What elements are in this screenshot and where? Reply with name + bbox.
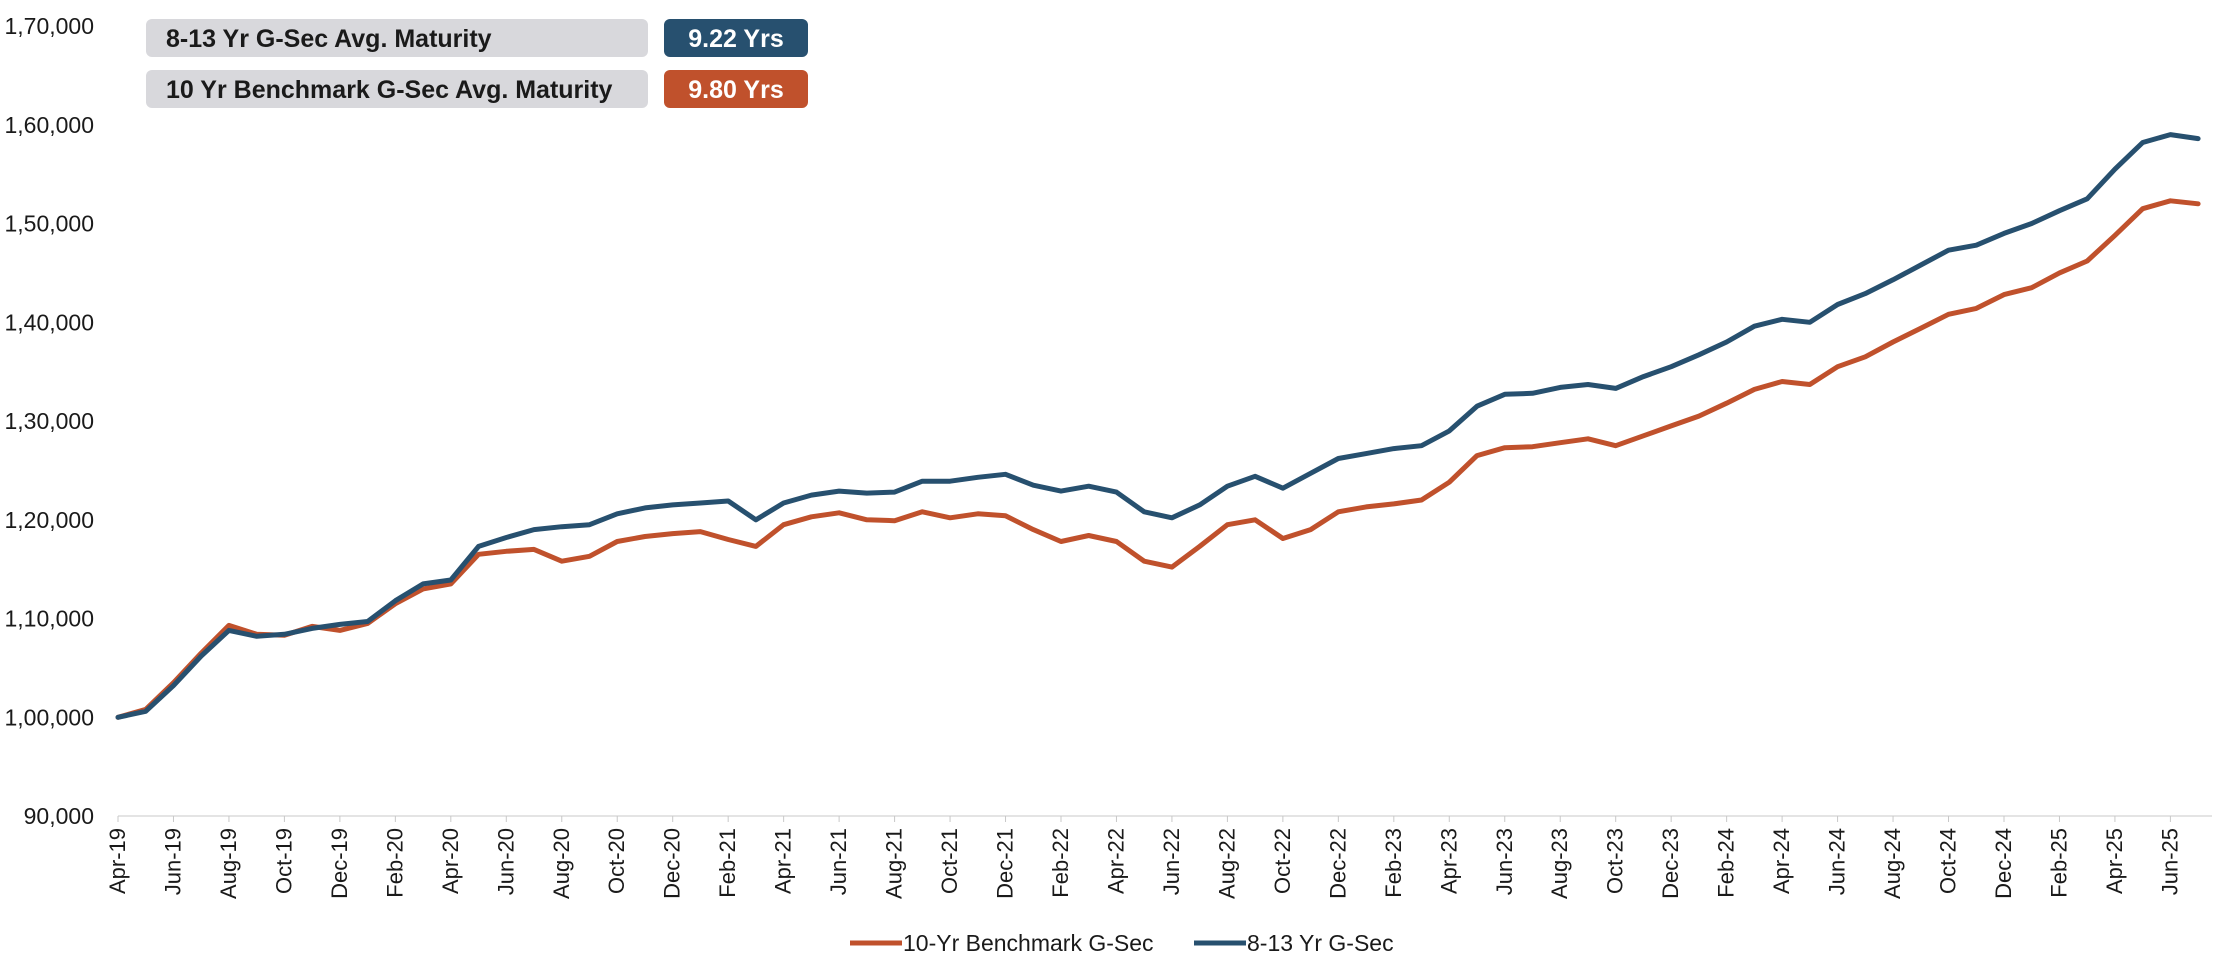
info-box-2-value-bg [664, 70, 808, 108]
x-tick-label: Apr-20 [438, 828, 463, 894]
series-lines [115, 132, 2201, 720]
x-tick-label: Oct-24 [1936, 828, 1961, 894]
legend-label-benchmark: 10-Yr Benchmark G-Sec [903, 930, 1154, 956]
x-tick-label: Feb-22 [1048, 828, 1073, 898]
y-tick-label: 1,10,000 [4, 606, 94, 632]
x-tick-label: Feb-24 [1714, 828, 1739, 898]
x-tick-label: Apr-19 [105, 828, 130, 894]
y-tick-label: 1,20,000 [4, 507, 94, 533]
y-tick-label: 90,000 [24, 803, 94, 829]
info-box-2: 10 Yr Benchmark G-Sec Avg. Maturity 9.80… [146, 70, 808, 108]
legend-item-benchmark: 10-Yr Benchmark G-Sec [850, 930, 1154, 956]
info-box-2-label: 10 Yr Benchmark G-Sec Avg. Maturity [166, 76, 613, 104]
x-tick-label: Apr-24 [1769, 828, 1794, 894]
x-tick-label: Feb-20 [382, 828, 407, 898]
x-tick-label: Dec-22 [1325, 828, 1350, 899]
x-tick-label: Apr-21 [771, 828, 796, 894]
x-tick-label: Aug-22 [1214, 828, 1239, 899]
legend-item-8-13yr: 8-13 Yr G-Sec [1194, 930, 1394, 956]
info-box-1-value: 9.22 Yrs [688, 25, 783, 53]
series-line-8-13yr [115, 132, 2201, 720]
series-line-benchmark [115, 198, 2201, 720]
y-tick-label: 1,70,000 [4, 13, 94, 39]
info-box-2-value: 9.80 Yrs [688, 76, 783, 104]
y-tick-label: 1,40,000 [4, 309, 94, 335]
x-tick-label: Apr-22 [1103, 828, 1128, 894]
x-tick-label: Jun-22 [1159, 828, 1184, 895]
x-tick-label: Jun-24 [1825, 828, 1850, 895]
x-tick-label: Apr-25 [2102, 828, 2127, 894]
x-tick-label: Apr-23 [1436, 828, 1461, 894]
x-axis: Apr-19 Jun-19 Aug-19 Oct-19 Dec-19 Feb-20 Apr-… [105, 816, 2182, 899]
legend-label-8-13yr: 8-13 Yr G-Sec [1247, 930, 1394, 956]
x-tick-label: Jun-25 [2157, 828, 2182, 895]
x-tick-label: Oct-21 [937, 828, 962, 894]
x-tick-label: Jun-20 [493, 828, 518, 895]
x-tick-label: Oct-19 [271, 828, 296, 894]
info-box-1-value-bg [664, 19, 808, 57]
x-tick-label: Oct-20 [604, 828, 629, 894]
x-tick-label: Dec-23 [1658, 828, 1683, 899]
y-tick-label: 1,30,000 [4, 408, 94, 434]
x-tick-label: Aug-21 [882, 828, 907, 899]
x-tick-label: Jun-21 [826, 828, 851, 895]
x-tick-label: Feb-25 [2046, 828, 2071, 898]
x-tick-label: Jun-23 [1492, 828, 1517, 895]
y-tick-label: 1,50,000 [4, 211, 94, 237]
x-tick-label: Oct-23 [1603, 828, 1628, 894]
legend: 10-Yr Benchmark G-Sec 8-13 Yr G-Sec [850, 930, 1394, 956]
y-tick-label: 1,60,000 [4, 112, 94, 138]
x-tick-label: Aug-19 [216, 828, 241, 899]
y-axis: 90,000 1,00,000 1,10,000 1,20,000 1,30,000 1,… [4, 13, 94, 829]
x-tick-label: Aug-23 [1547, 828, 1572, 899]
x-tick-label: Feb-21 [715, 828, 740, 898]
info-box-1-label-bg [146, 19, 648, 57]
x-tick-label: Jun-19 [160, 828, 185, 895]
x-tick-label: Dec-21 [993, 828, 1018, 899]
y-tick-label: 1,00,000 [4, 704, 94, 730]
x-tick-label: Dec-19 [327, 828, 352, 899]
x-tick-label: Dec-20 [660, 828, 685, 899]
x-tick-label: Aug-24 [1880, 828, 1905, 899]
x-tick-label: Dec-24 [1991, 828, 2016, 899]
info-box-2-label-bg [146, 70, 648, 108]
x-tick-label: Feb-23 [1381, 828, 1406, 898]
info-box-1: 8-13 Yr G-Sec Avg. Maturity 9.22 Yrs [146, 19, 808, 57]
x-tick-label: Aug-20 [549, 828, 574, 899]
x-tick-label: Oct-22 [1270, 828, 1295, 894]
info-box-1-label: 8-13 Yr G-Sec Avg. Maturity [166, 25, 492, 53]
